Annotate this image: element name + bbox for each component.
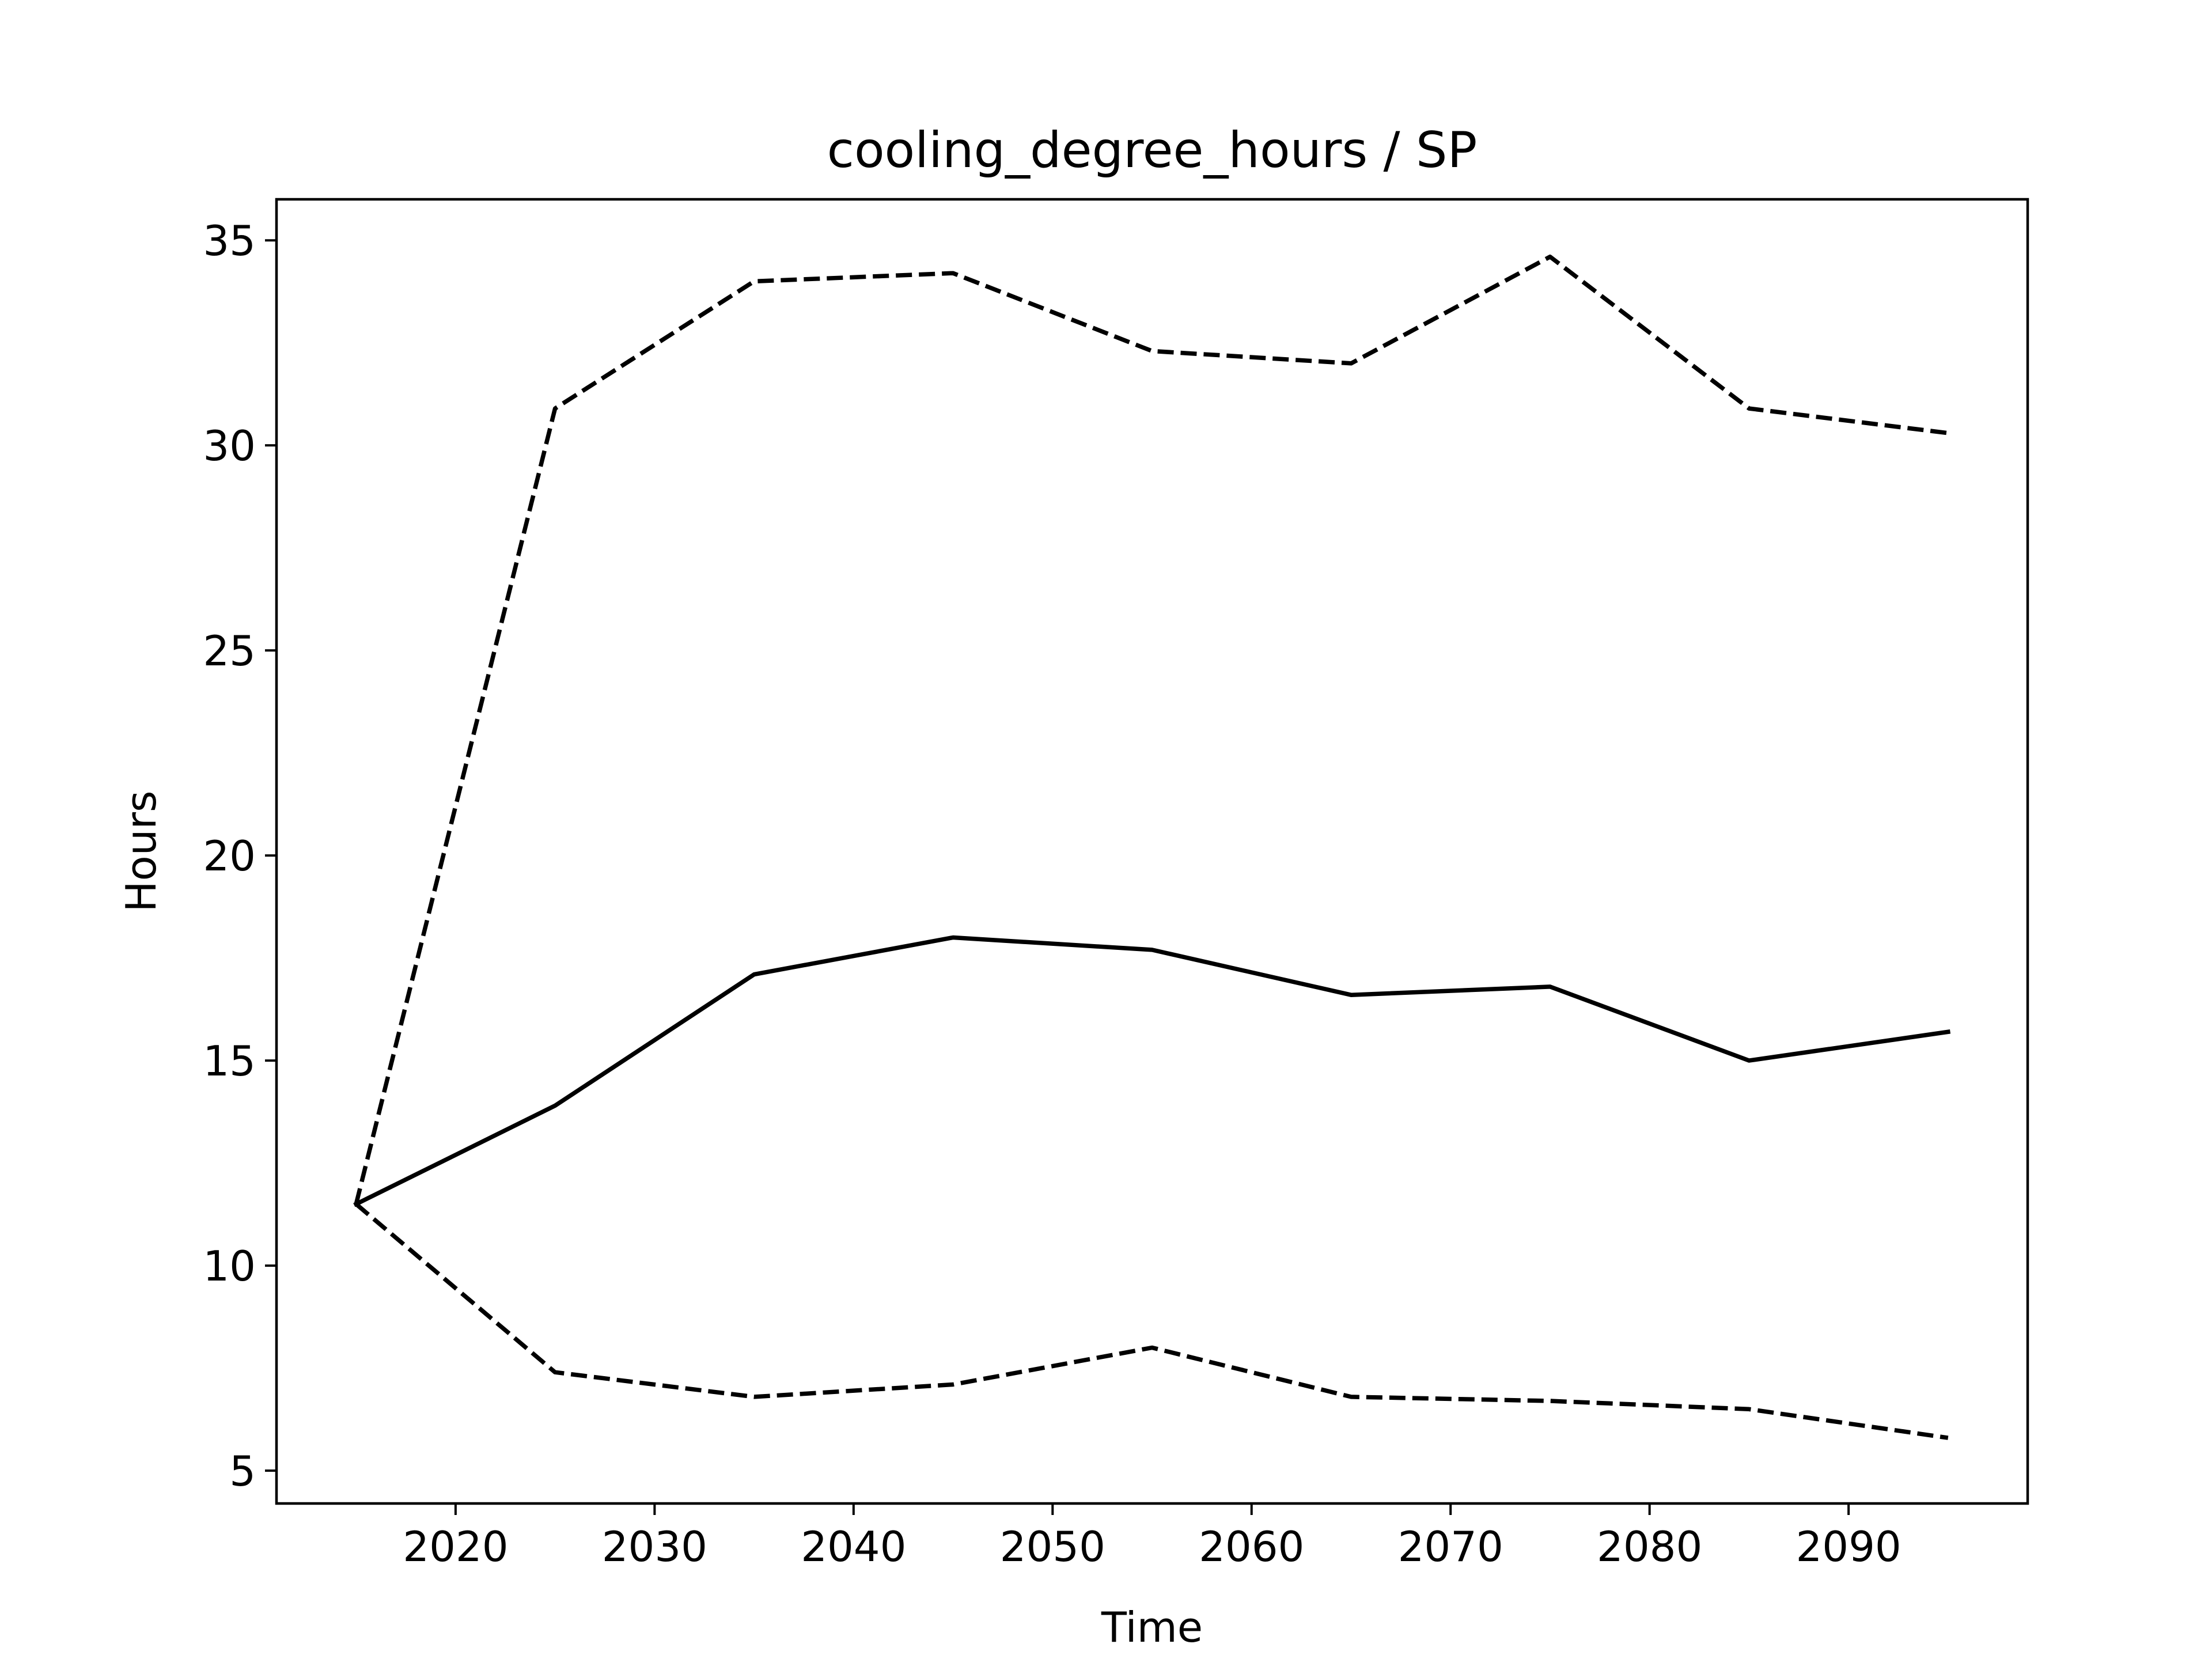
plot-area-frame xyxy=(275,198,2029,1505)
x-axis-ticks: 2020 2030 2040 2050 2060 2070 2080 2090 xyxy=(403,1503,1902,1571)
x-tick-label: 2060 xyxy=(1199,1522,1304,1571)
y-tick-label: 15 xyxy=(203,1037,256,1085)
series-layer xyxy=(353,254,1951,1440)
x-tick-label: 2090 xyxy=(1796,1522,1901,1571)
y-tick-label: 5 xyxy=(229,1447,256,1495)
x-axis-label: Time xyxy=(1101,1603,1203,1652)
series-line-1 xyxy=(353,935,1951,1207)
y-tick-label: 20 xyxy=(203,832,256,880)
series-line-0 xyxy=(354,254,1949,1205)
x-tick-label: 2020 xyxy=(403,1522,508,1571)
y-tick-label: 35 xyxy=(203,217,256,265)
chart-title: cooling_degree_hours / SP xyxy=(827,122,1478,179)
series-line-2 xyxy=(354,1202,1949,1440)
x-tick-label: 2030 xyxy=(602,1522,707,1571)
y-tick-label: 25 xyxy=(203,627,256,675)
x-tick-label: 2070 xyxy=(1398,1522,1503,1571)
y-tick-label: 30 xyxy=(203,422,256,470)
x-tick-label: 2050 xyxy=(1000,1522,1105,1571)
y-axis-ticks: 5 10 15 20 25 30 35 xyxy=(203,217,276,1495)
x-tick-label: 2040 xyxy=(801,1522,906,1571)
y-axis-label: Hours xyxy=(117,791,165,912)
y-tick-label: 10 xyxy=(203,1242,256,1290)
x-tick-label: 2080 xyxy=(1597,1522,1702,1571)
